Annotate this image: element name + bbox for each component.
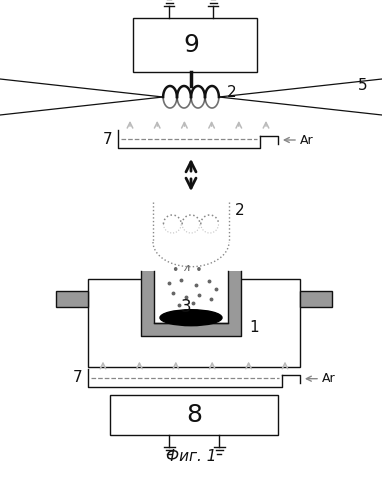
Text: • 4 •: • 4 • [172, 264, 202, 277]
Text: Ar: Ar [322, 372, 336, 385]
Bar [141, 323, 241, 336]
Text: 5: 5 [358, 77, 367, 92]
Bar [88, 279, 300, 367]
Ellipse shape [160, 310, 222, 326]
Bar [154, 270, 228, 323]
Bar [110, 395, 278, 435]
Text: 3: 3 [181, 298, 191, 316]
Text: 2: 2 [235, 203, 244, 218]
Text: 9: 9 [183, 33, 199, 57]
Bar [228, 270, 241, 336]
Text: 8: 8 [186, 403, 202, 427]
Bar [300, 291, 332, 307]
Text: 7: 7 [72, 370, 82, 385]
Bar [141, 270, 154, 336]
Bar [56, 291, 88, 307]
Text: Ar: Ar [300, 134, 314, 147]
Text: 2: 2 [227, 84, 236, 99]
Text: Фиг. 1: Фиг. 1 [166, 449, 216, 464]
Bar [133, 18, 257, 72]
Text: 7: 7 [102, 132, 112, 147]
Text: 1: 1 [249, 319, 259, 335]
